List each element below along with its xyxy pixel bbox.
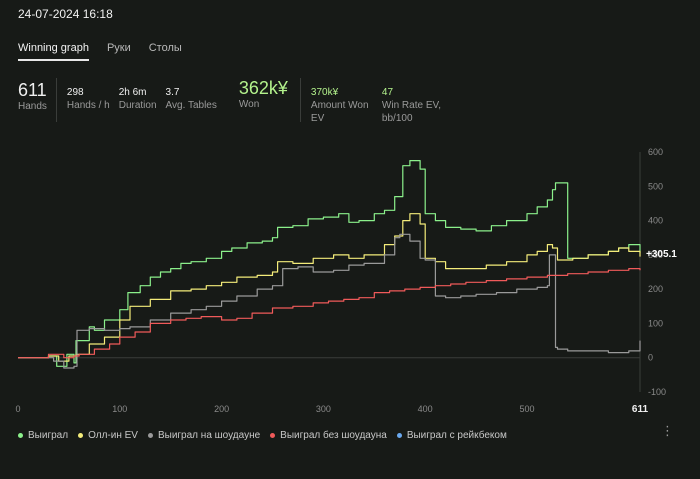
legend-item-won[interactable]: Выиграл — [18, 430, 68, 441]
more-options-icon[interactable]: ⋮ — [661, 423, 674, 438]
x-tick-label: 500 — [519, 404, 534, 414]
stat-duration-label: Duration — [118, 100, 157, 111]
series-line-3 — [18, 268, 641, 359]
legend-label: Выиграл без шоудауна — [280, 430, 387, 441]
y-tick-label: 0 — [648, 353, 653, 363]
stat-avg-tables-value: 3.7 — [165, 87, 180, 98]
winning-chart-svg[interactable]: 600 500 400 300 200 100 0 -100 0 100 200 300 400 500 6… — [0, 140, 700, 430]
stat-hands-value: 611 — [18, 80, 47, 100]
divider — [299, 78, 301, 122]
legend-label: Выиграл — [28, 430, 69, 441]
stat-win-rate-ev-value: 47 — [381, 87, 394, 98]
winning-chart[interactable]: 600 500 400 300 200 100 0 -100 0 100 200 300 400 500 6… — [0, 140, 700, 430]
stat-hands-label: Hands — [18, 101, 47, 112]
legend-item-rakeback[interactable]: Выиграл с рейкбеком — [396, 430, 507, 441]
legend-dot — [147, 433, 153, 438]
series-line-1 — [18, 213, 641, 362]
stat-hands: 611 Hands — [18, 78, 47, 113]
y-tick-label: 400 — [648, 216, 663, 226]
session-title: 24-07-2024 16:18 — [18, 7, 113, 21]
stat-amount-won-ev: 370k¥ Amount Won EV — [311, 78, 373, 125]
tab-tables[interactable]: Столы — [148, 42, 182, 54]
legend-dot — [270, 433, 276, 438]
tab-winning-graph[interactable]: Winning graph — [18, 42, 89, 61]
x-end-label: 611 — [632, 404, 649, 415]
y-tick-label: 500 — [648, 181, 663, 191]
stat-hands-per-hour-label: Hands / h — [66, 100, 110, 111]
stat-won-value: 362k¥ — [238, 78, 288, 98]
stat-duration: 2h 6m Duration — [119, 78, 157, 112]
legend-item-allin-ev[interactable]: Олл-ин EV — [78, 430, 138, 441]
y-tick-label: 600 — [648, 147, 663, 157]
tab-bar: Winning graph Руки Столы — [18, 42, 182, 61]
stat-duration-value: 2h 6m — [118, 87, 147, 98]
legend-label: Выиграл на шоудауне — [157, 430, 261, 441]
x-tick-label: 0 — [15, 404, 20, 414]
stat-amount-won-ev-value: 370k¥ — [310, 87, 339, 98]
y-tick-label: 200 — [648, 284, 663, 294]
legend-label: Олл-ин EV — [88, 430, 138, 441]
stat-amount-won-ev-label: Amount Won EV — [310, 100, 369, 124]
legend-dot — [18, 433, 23, 438]
stat-hands-per-hour: 298 Hands / h — [67, 78, 110, 112]
stat-avg-tables-label: Avg. Tables — [165, 100, 217, 111]
legend-label: Выиграл с рейкбеком — [406, 430, 507, 441]
y-tick-label: 100 — [648, 318, 663, 328]
x-tick-label: 100 — [112, 404, 127, 414]
stat-avg-tables: 3.7 Avg. Tables — [166, 78, 217, 112]
stat-win-rate-ev-label: Win Rate EV, bb/100 — [381, 100, 442, 124]
end-value-label: +305.1 — [646, 249, 677, 260]
x-tick-label: 400 — [418, 404, 433, 414]
series-line-0 — [18, 160, 641, 367]
legend-item-non-showdown[interactable]: Выиграл без шоудауна — [270, 430, 387, 441]
stat-hands-per-hour-value: 298 — [66, 87, 84, 98]
stats-bar: 611 Hands 298 Hands / h 2h 6m Duration 3… — [18, 78, 461, 126]
legend-dot — [396, 433, 402, 438]
stat-won: 362k¥ Won — [239, 78, 288, 111]
x-tick-label: 300 — [316, 404, 331, 414]
legend-dot — [78, 433, 84, 438]
stat-won-label: Won — [238, 99, 260, 110]
y-tick-label: 300 — [648, 250, 663, 260]
chart-legend: Выиграл Олл-ин EV Выиграл на шоудауне Вы… — [18, 430, 507, 441]
x-tick-label: 200 — [214, 404, 229, 414]
tab-hands[interactable]: Руки — [106, 42, 131, 54]
divider — [55, 78, 57, 122]
stat-win-rate-ev: 47 Win Rate EV, bb/100 — [382, 78, 452, 125]
y-tick-label: -100 — [648, 387, 666, 397]
series-line-2 — [18, 233, 641, 369]
legend-item-showdown[interactable]: Выиграл на шоудауне — [147, 430, 261, 441]
